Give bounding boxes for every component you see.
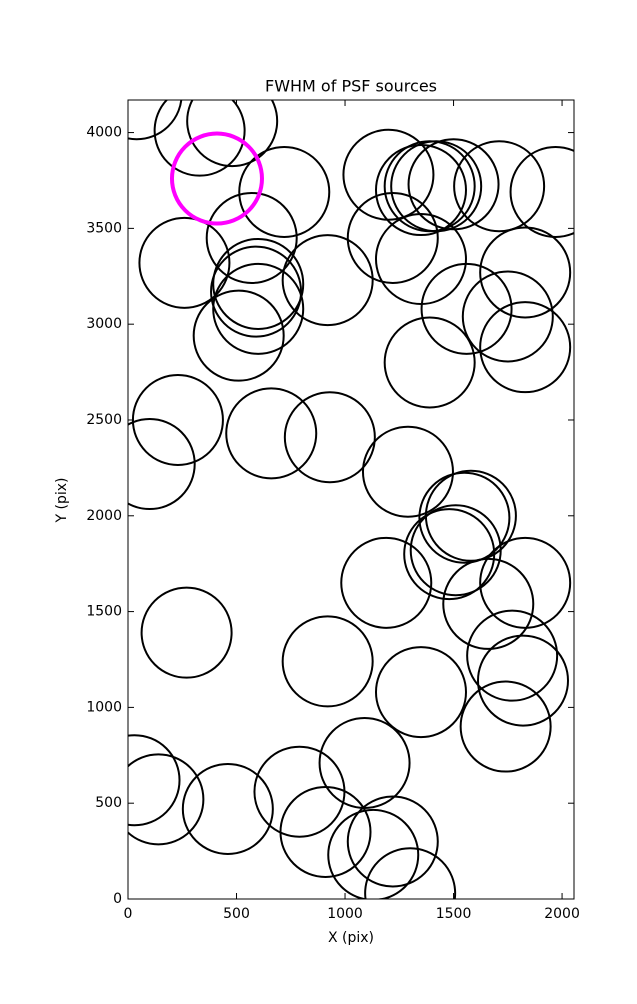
y-tick-label: 1000 xyxy=(86,699,122,715)
source-circle xyxy=(453,140,546,233)
x-tick-label: 2000 xyxy=(544,906,580,922)
x-tick-label: 1500 xyxy=(436,906,472,922)
y-tick-label: 1500 xyxy=(86,604,122,620)
source-circle xyxy=(459,680,552,773)
source-circle xyxy=(476,634,569,727)
source-circle xyxy=(186,100,279,168)
y-axis-label: Y (pix) xyxy=(54,478,70,524)
source-circle xyxy=(461,270,554,363)
source-circle xyxy=(169,131,264,226)
source-circle xyxy=(225,387,318,480)
source-circle xyxy=(327,808,420,899)
source-circle xyxy=(138,216,231,309)
source-circle xyxy=(361,425,454,518)
source-circle xyxy=(374,646,467,739)
plot-frame xyxy=(127,99,575,900)
source-circle xyxy=(403,508,496,601)
source-circle xyxy=(509,145,574,238)
source-circle xyxy=(479,536,572,629)
source-circle xyxy=(181,762,274,855)
source-circle xyxy=(420,262,513,355)
source-circle xyxy=(153,100,246,177)
source-circle xyxy=(210,245,303,338)
source-circle xyxy=(383,316,476,409)
source-circle xyxy=(346,191,439,284)
source-circle xyxy=(442,557,535,650)
y-tick-label: 3500 xyxy=(86,220,122,236)
source-circle xyxy=(128,734,181,827)
x-tick-label: 500 xyxy=(223,906,250,922)
source-circle xyxy=(390,140,483,233)
source-circle xyxy=(409,504,502,597)
source-circle xyxy=(128,418,196,511)
source-circle xyxy=(364,847,457,899)
source-circle xyxy=(281,615,374,708)
source-circle xyxy=(283,391,376,484)
source-circle xyxy=(374,144,467,237)
source-circle xyxy=(346,795,439,888)
source-circle xyxy=(418,471,511,564)
source-circle xyxy=(212,262,305,355)
y-tick-label: 2500 xyxy=(86,412,122,428)
source-circle xyxy=(340,536,433,629)
chart-title: FWHM of PSF sources xyxy=(265,77,437,96)
source-circle xyxy=(238,145,331,238)
y-tick-label: 0 xyxy=(113,891,122,907)
x-axis-label: X (pix) xyxy=(328,930,374,946)
source-circle xyxy=(479,226,572,319)
y-tick-label: 3000 xyxy=(86,316,122,332)
y-tick-label: 2000 xyxy=(86,508,122,524)
y-tick-label: 4000 xyxy=(86,125,122,141)
source-circle xyxy=(479,301,572,394)
source-circle xyxy=(466,609,559,702)
source-circle xyxy=(281,234,374,327)
source-circle xyxy=(140,586,233,679)
x-tick-label: 1000 xyxy=(327,906,363,922)
plot-area xyxy=(128,100,574,899)
source-circle xyxy=(128,100,183,141)
source-circle xyxy=(192,289,285,382)
source-circle xyxy=(212,237,305,330)
x-tick-label: 0 xyxy=(124,906,133,922)
y-tick-label: 500 xyxy=(95,795,122,811)
source-circle xyxy=(128,753,205,846)
source-circle xyxy=(279,785,372,878)
source-circle xyxy=(205,191,298,284)
